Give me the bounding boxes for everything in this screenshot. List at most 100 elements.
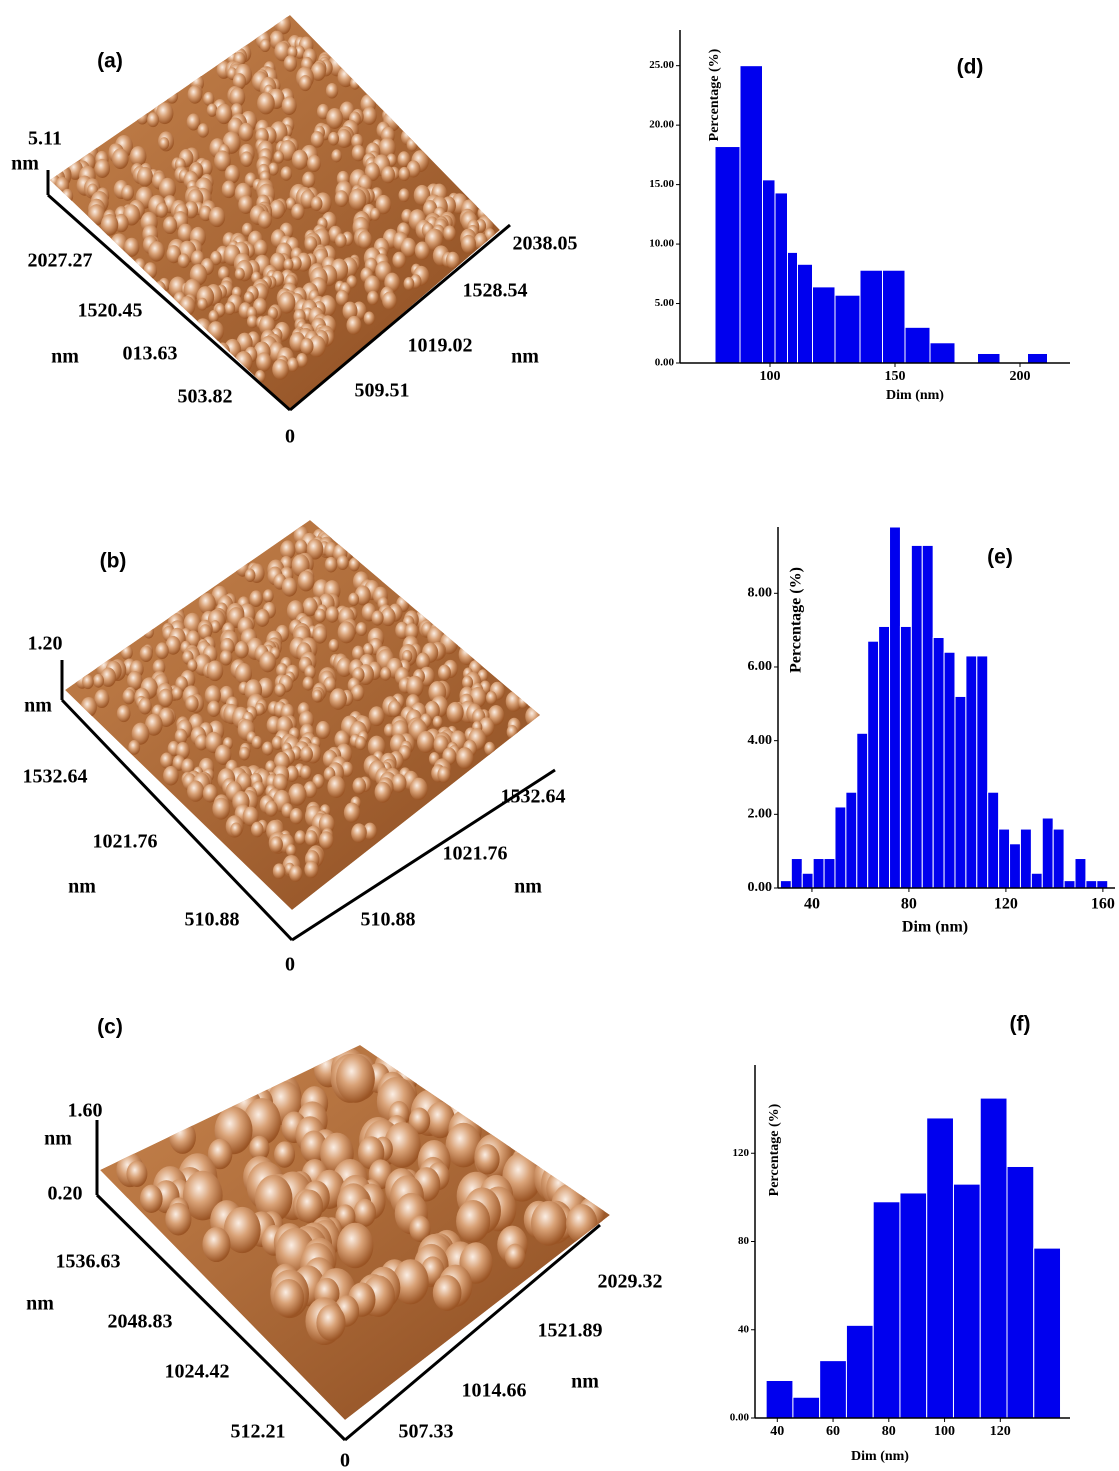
bar: [819, 1360, 847, 1419]
grain: [177, 223, 193, 243]
grain: [294, 45, 305, 59]
grain: [350, 684, 365, 702]
grain: [181, 758, 195, 775]
grain: [504, 1243, 526, 1269]
axis-label: 503.82: [178, 386, 233, 408]
bar: [1041, 817, 1054, 889]
grain: [461, 234, 477, 254]
x-axis-title: Dim (nm): [851, 1449, 909, 1464]
bar: [1096, 880, 1109, 889]
grain: [312, 625, 328, 644]
afm-surface: [65, 520, 540, 910]
axis-label: nm: [51, 346, 79, 368]
y-tick-label: 10.00: [649, 238, 674, 250]
grain: [166, 88, 179, 104]
axis-label: 1014.66: [462, 1380, 527, 1402]
y-tick-label: 25.00: [649, 59, 674, 71]
grain: [357, 230, 372, 249]
grain: [304, 236, 318, 252]
bar: [932, 637, 945, 889]
grain: [406, 160, 421, 178]
bar: [1063, 880, 1076, 889]
bar: [872, 1201, 901, 1419]
panel-label: (a): [97, 50, 123, 73]
grain: [341, 761, 354, 777]
bar: [856, 732, 869, 889]
grain: [314, 608, 326, 623]
grain: [291, 203, 305, 220]
grain: [238, 746, 250, 761]
grain: [337, 621, 356, 644]
grain: [158, 688, 174, 708]
grain: [530, 1200, 567, 1246]
grain: [229, 87, 246, 108]
bar: [714, 146, 741, 364]
axis-line: [289, 223, 511, 412]
grain: [187, 85, 203, 104]
axis-label: nm: [44, 1128, 72, 1150]
axis-label: 1.60: [68, 1100, 103, 1122]
y-tick-label: 40: [738, 1323, 750, 1335]
grain: [312, 689, 323, 703]
axis-label: 0: [285, 954, 295, 976]
grain: [462, 675, 474, 690]
grain: [272, 358, 289, 380]
grain: [302, 597, 318, 617]
bar: [954, 695, 967, 889]
grain: [380, 607, 396, 627]
grain: [374, 781, 392, 803]
bar: [859, 269, 883, 364]
grain: [112, 148, 129, 170]
grain: [171, 686, 183, 701]
grain: [384, 1122, 421, 1168]
grain: [177, 253, 190, 269]
grain: [354, 736, 367, 751]
bar: [834, 294, 861, 364]
y-tick-label: 15.00: [649, 178, 674, 190]
grain: [273, 150, 284, 164]
grain: [243, 1098, 281, 1145]
bar: [1030, 872, 1043, 889]
bar: [1052, 828, 1065, 889]
axis-label: 1021.76: [93, 831, 158, 853]
grain: [398, 166, 410, 182]
grain: [232, 73, 247, 90]
grain: [433, 735, 449, 755]
grain: [298, 75, 312, 92]
grain: [565, 1204, 598, 1244]
grain: [223, 1206, 261, 1254]
grain: [400, 237, 417, 258]
axis-label: 2027.27: [28, 250, 93, 272]
y-tick-label: 0.00: [655, 357, 675, 369]
grain: [198, 624, 212, 640]
y-tick-label: 6.00: [748, 659, 773, 674]
grain: [190, 250, 205, 267]
grain: [214, 150, 231, 172]
grain: [242, 806, 259, 827]
bar: [904, 326, 931, 364]
grain: [291, 149, 309, 170]
panel-label: (b): [100, 550, 127, 573]
y-tick-label: 4.00: [748, 733, 773, 748]
grain: [408, 1107, 431, 1135]
grain: [310, 62, 326, 81]
grain: [336, 555, 349, 571]
grain: [246, 314, 258, 329]
grain: [397, 151, 411, 168]
bar: [998, 828, 1011, 889]
bar: [977, 352, 1001, 364]
bar: [965, 655, 978, 889]
axis-line: [47, 193, 291, 412]
grain: [185, 695, 199, 712]
grain: [432, 1274, 462, 1311]
grain: [262, 741, 274, 756]
grain: [207, 700, 221, 717]
grain: [230, 822, 242, 837]
axis-label: 510.88: [185, 909, 240, 931]
grain: [336, 1054, 375, 1103]
grain: [414, 241, 430, 260]
grain: [446, 701, 464, 724]
grain: [352, 777, 367, 795]
grain: [259, 651, 277, 673]
grain: [392, 1259, 429, 1305]
